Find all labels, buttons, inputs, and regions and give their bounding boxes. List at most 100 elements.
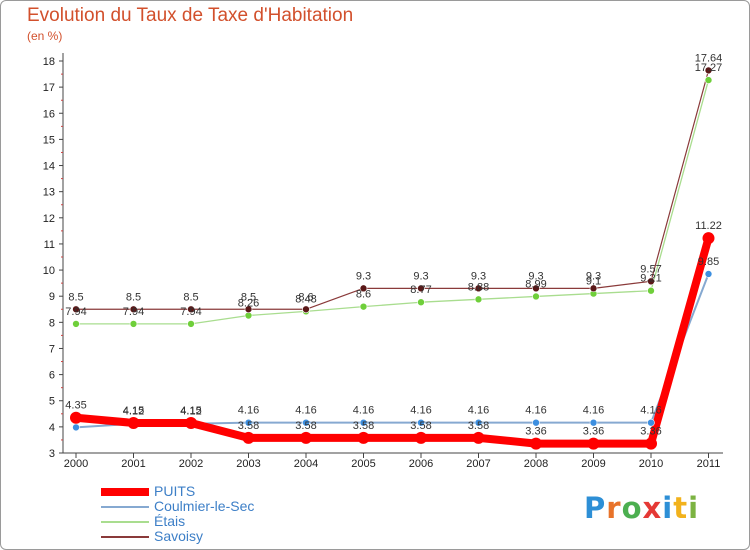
x-tick-label: 2003 — [236, 458, 260, 470]
data-label-coulmier-le-sec: 4.16 — [525, 405, 546, 417]
data-point-savoisy — [302, 305, 310, 314]
logo-letter: t — [673, 491, 689, 525]
data-point-coulmier-le-sec — [417, 418, 425, 427]
y-tick-label: 18 — [43, 56, 55, 68]
data-label-puits: 11.22 — [695, 220, 722, 232]
data-point-puits — [242, 431, 255, 444]
legend-swatch-savoisy — [101, 536, 149, 538]
y-tick-label: 14 — [43, 161, 55, 173]
series-markers — [70, 66, 715, 450]
data-point-coulmier-le-sec — [589, 418, 598, 427]
data-point--tais — [417, 298, 425, 307]
data-point--tais — [244, 311, 253, 320]
data-label-coulmier-le-sec: 4.16 — [353, 405, 374, 417]
legend-label-coulmier-le-sec: Coulmier-le-Sec — [154, 498, 255, 514]
legend-label-savoisy: Savoisy — [154, 528, 204, 544]
data-point-coulmier-le-sec — [72, 423, 80, 432]
y-tick-label: 3 — [49, 448, 55, 460]
x-tick-label: 2005 — [351, 458, 375, 470]
data-label-puits: 3.58 — [295, 420, 316, 432]
data-label-puits: 3.36 — [525, 426, 546, 438]
x-tick-label: 2001 — [121, 458, 145, 470]
data-point-coulmier-le-sec — [532, 418, 540, 427]
data-label-puits: 4.35 — [65, 400, 86, 412]
data-label--tais: 9.1 — [586, 276, 601, 288]
legend-label-etais: Étais — [154, 513, 186, 529]
data-label-coulmier-le-sec: 4.16 — [238, 405, 259, 417]
data-label-puits: 3.58 — [468, 420, 489, 432]
data-label-puits: 3.36 — [583, 426, 604, 438]
data-label--tais: 7.94 — [65, 306, 86, 318]
data-label-savoisy: 17.64 — [695, 52, 723, 64]
data-point--tais — [647, 286, 655, 295]
data-point-savoisy — [129, 305, 138, 314]
data-label-coulmier-le-sec: 4.16 — [410, 405, 431, 417]
data-point-puits — [185, 416, 197, 429]
legend-item-etais: Étais — [101, 513, 361, 529]
logo-letter: i — [688, 491, 700, 525]
data-point-coulmier-le-sec — [359, 418, 368, 427]
logo-letter: o — [621, 491, 643, 525]
data-label--tais: 8.88 — [468, 281, 489, 293]
axes: 3 4 5 6 7 8 9 10 11 12 13 14 15 16 17 18 2000 2001 2002 200… — [43, 53, 723, 470]
x-tick-label: 2006 — [409, 458, 433, 470]
y-tick-label: 13 — [43, 187, 55, 199]
data-label--tais: 8.99 — [525, 278, 546, 290]
series-line-puits — [72, 234, 713, 448]
logo-letter: i — [662, 491, 674, 525]
legend-swatch-coulmier-le-sec — [101, 506, 149, 508]
data-label-coulmier-le-sec: 4.16 — [583, 405, 604, 417]
y-tick-label: 6 — [49, 370, 55, 382]
data-point-savoisy — [704, 66, 713, 75]
y-tick-label: 17 — [43, 82, 55, 94]
y-tick-label: 12 — [43, 213, 55, 225]
data-point-savoisy — [647, 277, 655, 286]
data-label--tais: 17.27 — [695, 62, 723, 74]
x-tick-label: 2004 — [294, 458, 318, 470]
legend-swatch-puits — [101, 488, 149, 496]
data-label--tais: 8.26 — [238, 298, 259, 310]
data-label-savoisy: 8.5 — [183, 291, 198, 303]
data-point-coulmier-le-sec — [704, 270, 713, 278]
series-line-coulmier-le-sec — [75, 272, 710, 429]
x-tick-label: 2010 — [639, 458, 663, 470]
data-point--tais — [704, 76, 713, 84]
x-tick-label: 2002 — [179, 458, 203, 470]
y-tick-label: 8 — [49, 317, 55, 329]
logo-letter: r — [606, 491, 622, 525]
data-point-puits — [530, 437, 542, 450]
data-point-savoisy — [417, 284, 425, 293]
data-point-savoisy — [474, 284, 483, 293]
legend-item-puits: PUITS — [101, 483, 361, 499]
data-point-puits — [127, 416, 140, 429]
data-label-savoisy: 8.5 — [68, 291, 83, 303]
data-label-puits: 4.15 — [180, 405, 201, 417]
chart-title: Evolution du Taux de Taxe d'Habitation — [27, 5, 354, 26]
data-label-savoisy: 9.3 — [471, 270, 486, 282]
data-point-savoisy — [359, 284, 368, 293]
data-point-savoisy — [72, 305, 80, 314]
data-point-puits — [472, 431, 485, 444]
data-point--tais — [129, 320, 138, 328]
legend: PUITS Coulmier-le-Sec Étais Savoisy — [101, 483, 361, 544]
data-point--tais — [72, 320, 80, 328]
legend-swatch-etais — [101, 521, 149, 523]
data-label-savoisy: 9.3 — [356, 270, 371, 282]
data-labels: 4.35 4.15 4.15 3.58 3.58 3.58 3.58 3.58 3.36 3.36… — [65, 52, 722, 437]
data-label-savoisy: 9.3 — [586, 270, 601, 282]
series-line-savoisy — [75, 69, 710, 310]
data-label-savoisy: 9.3 — [528, 270, 543, 282]
legend-label-puits: PUITS — [154, 483, 196, 499]
data-label--tais: 9.21 — [640, 273, 661, 285]
series-line--tais — [75, 79, 710, 325]
data-point-puits — [702, 232, 715, 245]
data-point-coulmier-le-sec — [244, 418, 253, 427]
data-label-puits: 3.36 — [640, 426, 661, 438]
data-label-coulmier-le-sec: 4.16 — [640, 405, 661, 417]
data-label-coulmier-le-sec: 4.16 — [468, 405, 489, 417]
data-label-coulmier-le-sec: 4.16 — [295, 405, 316, 417]
y-tick-label: 4 — [49, 422, 55, 434]
data-label--tais: 8.77 — [410, 284, 431, 296]
x-tick-label: 2009 — [581, 458, 605, 470]
